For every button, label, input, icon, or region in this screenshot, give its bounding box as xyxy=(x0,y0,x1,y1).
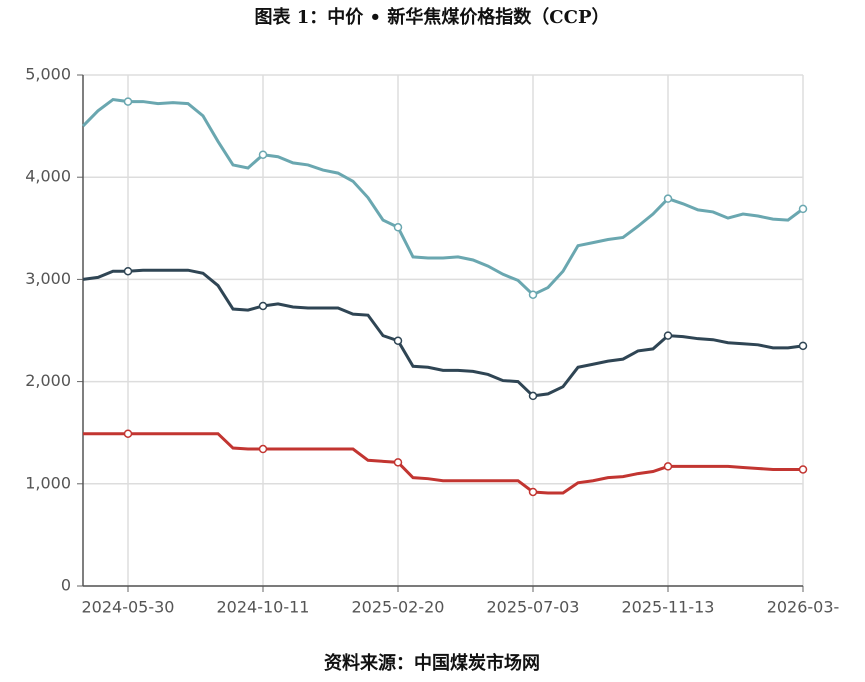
point-marker xyxy=(258,301,268,311)
point-marker xyxy=(258,444,268,454)
x-tick-label: 2026-03- xyxy=(767,598,840,617)
point-marker xyxy=(393,336,403,345)
chart-title: 图表 1：中价 • 新华焦煤价格指数（CCP） xyxy=(254,6,609,28)
y-tick-label: 2,000 xyxy=(25,371,71,390)
y-tick-label: 3,000 xyxy=(25,269,71,288)
point-marker xyxy=(393,223,403,232)
x-tick-label: 2025-07-03 xyxy=(487,598,580,617)
point-marker xyxy=(798,204,808,214)
y-tick-label: 1,000 xyxy=(25,473,71,492)
point-marker xyxy=(528,290,538,299)
x-tick-label: 2025-11-13 xyxy=(622,598,715,617)
series-line xyxy=(82,268,804,398)
point-marker xyxy=(258,150,268,159)
point-marker xyxy=(393,458,403,467)
point-marker xyxy=(123,97,133,106)
x-tick-label: 2024-10-11 xyxy=(217,598,310,617)
point-marker xyxy=(123,266,133,276)
series-line xyxy=(83,432,803,495)
point-marker xyxy=(528,487,538,497)
source-note: 资料来源：中国煤炭市场网 xyxy=(324,652,540,674)
point-marker xyxy=(663,462,673,471)
point-marker xyxy=(798,341,808,351)
point-marker xyxy=(663,194,673,203)
x-tick-label: 2024-05-30 xyxy=(82,598,175,617)
x-tick-label: 2025-02-20 xyxy=(352,598,445,617)
point-marker xyxy=(528,391,538,401)
series-line xyxy=(81,97,804,297)
point-marker xyxy=(123,429,133,438)
y-tick-label: 0 xyxy=(61,576,71,595)
point-marker xyxy=(663,331,673,340)
y-tick-label: 5,000 xyxy=(25,65,71,84)
point-marker xyxy=(798,465,808,474)
y-tick-label: 4,000 xyxy=(25,167,71,186)
